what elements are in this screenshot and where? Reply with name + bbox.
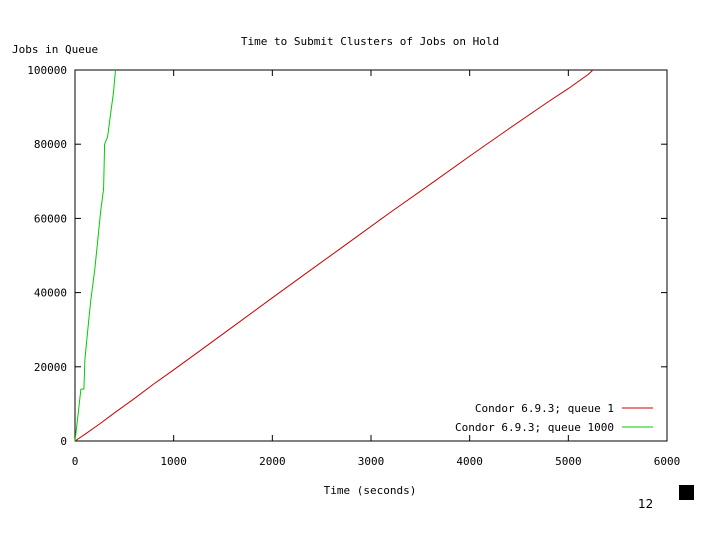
y-tick-label: 80000 — [34, 138, 67, 151]
x-tick-label: 5000 — [555, 455, 582, 468]
x-tick-label: 1000 — [160, 455, 187, 468]
plot-frame — [74, 69, 668, 442]
corner-square-marker — [679, 485, 694, 500]
page-number: 12 — [638, 497, 654, 511]
y-tick-label: 100000 — [27, 64, 67, 77]
y-tick-label: 40000 — [34, 287, 67, 300]
series-line-2 — [74, 69, 116, 442]
x-tick-label: 6000 — [654, 455, 681, 468]
y-tick-label: 0 — [60, 435, 67, 448]
x-tick-label: 0 — [72, 455, 79, 468]
x-axis-label: Time (seconds) — [324, 484, 417, 497]
y-tick-label: 60000 — [34, 212, 67, 225]
legend-label-2: Condor 6.9.3; queue 1000 — [455, 421, 614, 434]
chart-title: Time to Submit Clusters of Jobs on Hold — [241, 35, 499, 48]
y-tick-label: 20000 — [34, 361, 67, 374]
legend-label-1: Condor 6.9.3; queue 1 — [475, 402, 614, 415]
x-tick-label: 2000 — [259, 455, 286, 468]
y-axis-label: Jobs in Queue — [12, 43, 98, 56]
axis-ticks: 0 1000 2000 3000 4000 5000 6000020000400006000… — [27, 64, 680, 468]
x-tick-label: 4000 — [456, 455, 483, 468]
x-tick-label: 3000 — [358, 455, 385, 468]
series-line-1 — [74, 69, 594, 442]
series-layer — [74, 69, 594, 442]
legend: Condor 6.9.3; queue 1 Condor 6.9.3; queue… — [455, 402, 653, 434]
